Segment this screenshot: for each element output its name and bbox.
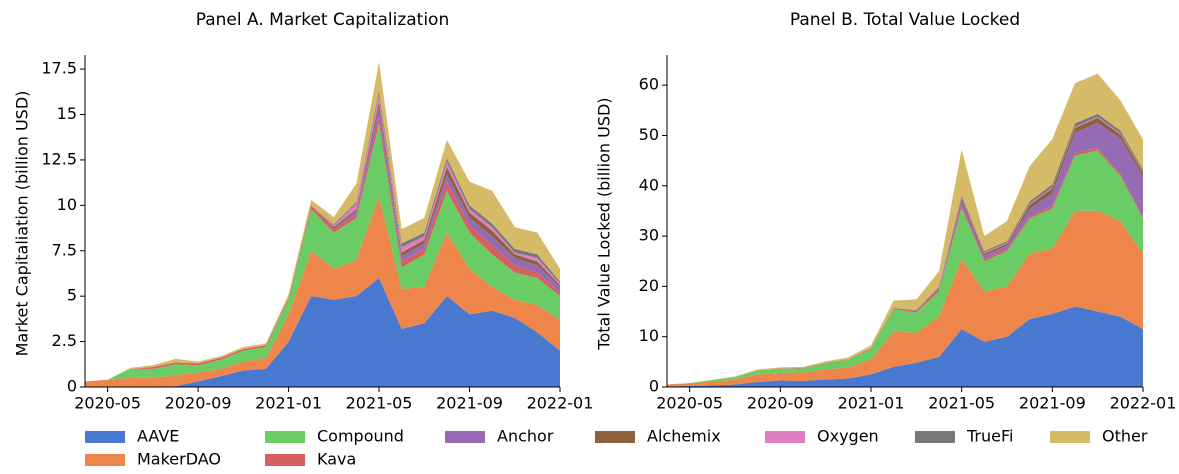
y-tick-label: 30 — [639, 226, 659, 245]
y-tick-label: 10 — [57, 195, 77, 214]
y-tick-label: 40 — [639, 175, 659, 194]
legend-label: Oxygen — [817, 427, 879, 446]
panel-title: Panel B. Total Value Locked — [790, 10, 1020, 30]
legend-swatch — [85, 431, 125, 443]
legend-label: Compound — [317, 427, 404, 446]
y-tick-label: 2.5 — [52, 331, 77, 350]
legend-swatch — [445, 431, 485, 443]
x-tick-label: 2021-05 — [928, 394, 995, 413]
legend-swatch — [1050, 431, 1090, 443]
area — [667, 210, 1143, 387]
y-tick-label: 0 — [67, 377, 77, 396]
x-tick-label: 2021-01 — [255, 394, 322, 413]
x-tick-label: 2020-09 — [747, 394, 814, 413]
x-tick-label: 2021-05 — [346, 394, 413, 413]
y-tick-label: 17.5 — [41, 59, 77, 78]
legend-label: TrueFi — [966, 427, 1013, 446]
y-tick-label: 15 — [57, 104, 77, 123]
x-tick-label: 2021-09 — [436, 394, 503, 413]
legend-swatch — [265, 454, 305, 466]
y-tick-label: 0 — [649, 377, 659, 396]
legend-swatch — [595, 431, 635, 443]
legend-label: Kava — [317, 450, 356, 469]
panel-title: Panel A. Market Capitalization — [196, 10, 449, 30]
x-tick-label: 2020-05 — [656, 394, 723, 413]
legend-label: AAVE — [137, 427, 179, 446]
legend-swatch — [915, 431, 955, 443]
x-tick-label: 2022-01 — [1110, 394, 1177, 413]
y-tick-label: 20 — [639, 276, 659, 295]
area — [667, 73, 1143, 385]
y-axis-label: Total Value Locked (billion USD) — [595, 97, 614, 350]
x-tick-label: 2020-09 — [165, 394, 232, 413]
legend-label: Anchor — [497, 427, 554, 446]
y-tick-label: 5 — [67, 286, 77, 305]
y-tick-label: 12.5 — [41, 149, 77, 168]
legend-swatch — [765, 431, 805, 443]
legend-swatch — [265, 431, 305, 443]
y-axis-label: Market Capitaliation (billion USD) — [13, 91, 32, 357]
area — [85, 123, 560, 382]
y-tick-label: 50 — [639, 125, 659, 144]
y-tick-label: 7.5 — [52, 240, 77, 259]
area — [667, 306, 1143, 387]
area — [85, 196, 560, 387]
legend-label: Alchemix — [647, 427, 721, 446]
x-tick-label: 2022-01 — [527, 394, 594, 413]
x-tick-label: 2021-09 — [1019, 394, 1086, 413]
legend-label: Other — [1102, 427, 1148, 446]
y-tick-label: 10 — [639, 326, 659, 345]
legend-swatch — [85, 454, 125, 466]
area — [85, 278, 560, 387]
y-tick-label: 60 — [639, 75, 659, 94]
x-tick-label: 2021-01 — [838, 394, 905, 413]
x-tick-label: 2020-05 — [74, 394, 141, 413]
legend-label: MakerDAO — [137, 450, 221, 469]
area — [667, 150, 1143, 385]
